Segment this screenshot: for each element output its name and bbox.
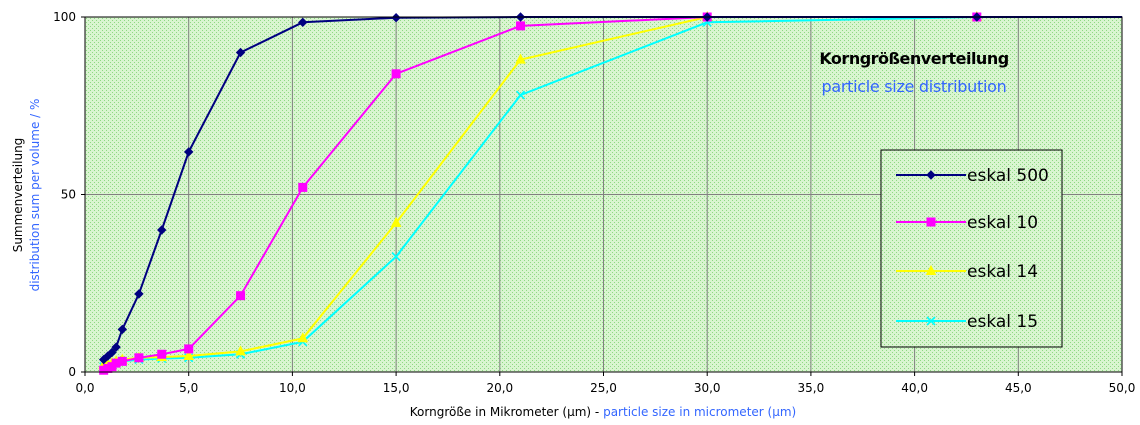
x-tick-label: 0,0 xyxy=(75,381,94,395)
y-tick-label: 50 xyxy=(61,188,76,202)
x-tick-label: 15,0 xyxy=(383,381,410,395)
x-axis-title-de: Korngröße in Mikrometer (µm) - xyxy=(410,405,603,419)
x-axis-title-en: particle size in micrometer (µm) xyxy=(603,405,796,419)
x-tick-label: 5,0 xyxy=(179,381,198,395)
legend-label: eskal 500 xyxy=(967,166,1049,186)
legend-marker xyxy=(925,264,937,275)
data-point xyxy=(297,332,309,343)
legend-label: eskal 15 xyxy=(967,312,1038,332)
x-axis-ticks: 0,0 5,0 10,0 15,0 20,0 25,0 30,0 35,0 40,0 45,0 50… xyxy=(75,372,1135,395)
data-point xyxy=(390,216,402,227)
legend-box xyxy=(880,149,1063,348)
x-tick-label: 10,0 xyxy=(279,381,306,395)
annotation-title-de: Korngrößenverteilung xyxy=(819,49,1008,68)
data-point xyxy=(134,353,144,363)
legend-item: eskal 10 xyxy=(896,213,1038,233)
legend-item: eskal 15 xyxy=(896,312,1038,332)
x-tick-label: 30,0 xyxy=(694,381,721,395)
legend-marker xyxy=(926,170,936,180)
x-tick-label: 25,0 xyxy=(590,381,617,395)
data-point xyxy=(111,342,121,352)
data-point xyxy=(515,53,526,64)
x-axis-title: Korngröße in Mikrometer (µm) - particle … xyxy=(410,405,796,419)
legend-label: eskal 10 xyxy=(967,213,1038,233)
data-point xyxy=(134,289,144,299)
data-point xyxy=(235,47,246,58)
data-point xyxy=(183,349,195,361)
y-tick-label: 0 xyxy=(68,365,76,379)
data-point xyxy=(183,147,194,157)
data-point xyxy=(107,347,117,358)
y-axis-title-de: Summenverteilung xyxy=(11,138,25,253)
x-tick-label: 35,0 xyxy=(798,381,825,395)
data-point xyxy=(391,69,401,79)
data-point xyxy=(298,182,308,192)
y-axis-ticks: 0 50 100 xyxy=(53,10,85,379)
data-point xyxy=(157,349,167,359)
data-point xyxy=(117,356,127,366)
data-point xyxy=(391,252,401,262)
legend: eskal 500 eskal 10 eskal 14 eskal 15 xyxy=(880,149,1063,348)
x-tick-label: 40,0 xyxy=(901,381,928,395)
data-point xyxy=(117,324,128,335)
x-tick-label: 20,0 xyxy=(486,381,513,395)
y-axis-title-en: distribution sum per volume / % xyxy=(28,99,42,292)
x-tick-label: 50,0 xyxy=(1109,381,1136,395)
legend-item: eskal 14 xyxy=(896,262,1038,282)
legend-item: eskal 500 xyxy=(896,166,1049,186)
data-point xyxy=(516,21,526,31)
data-point xyxy=(515,90,526,100)
annotation-title-en: particle size distribution xyxy=(822,77,1007,96)
data-point xyxy=(391,13,401,23)
data-point xyxy=(157,225,167,235)
data-point xyxy=(235,345,246,356)
legend-label: eskal 14 xyxy=(967,262,1038,282)
data-point xyxy=(184,344,194,354)
data-point xyxy=(236,291,246,301)
x-tick-label: 45,0 xyxy=(1005,381,1032,395)
y-tick-label: 100 xyxy=(53,10,76,24)
legend-marker xyxy=(926,217,936,227)
data-point xyxy=(298,17,308,28)
legend-marker xyxy=(926,316,936,326)
